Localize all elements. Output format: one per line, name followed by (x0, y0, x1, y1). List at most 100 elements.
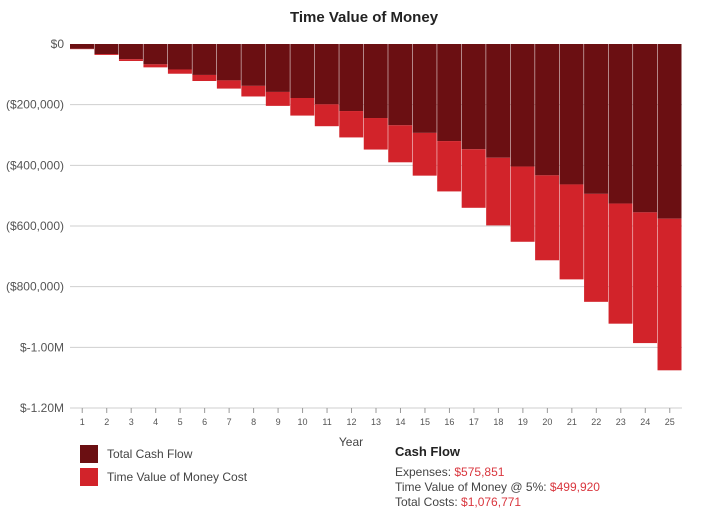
x-tick-label: 12 (347, 417, 357, 427)
cash-flow-summary: Cash Flow Expenses: $575,851 Time Value … (395, 444, 600, 510)
bar-total-cash-flow (143, 44, 168, 65)
bar-tvm-cost (657, 218, 682, 371)
bar-tvm-cost (510, 166, 535, 242)
bar-tvm-cost (437, 141, 462, 192)
bar-total-cash-flow (633, 44, 658, 213)
summary-expenses: Expenses: $575,851 (395, 465, 600, 480)
bar-total-cash-flow (559, 44, 584, 185)
bar-tvm-cost (265, 91, 290, 106)
legend-label: Time Value of Money Cost (107, 470, 248, 484)
summary-title: Cash Flow (395, 444, 461, 459)
summary-tvm: Time Value of Money @ 5%: $499,920 (395, 480, 600, 495)
y-tick-label: ($400,000) (6, 158, 64, 172)
legend-swatch-total-cash-flow (80, 445, 98, 463)
bar-tvm-cost (388, 125, 413, 163)
x-tick-label: 3 (129, 417, 134, 427)
expenses-value: $575,851 (454, 465, 505, 479)
x-tick-label: 24 (640, 417, 650, 427)
y-tick-label: ($200,000) (6, 98, 64, 112)
x-tick-label: 23 (616, 417, 626, 427)
bar-tvm-cost (486, 157, 511, 226)
x-tick-label: 10 (298, 417, 308, 427)
x-tick-label: 14 (395, 417, 405, 427)
x-tick-label: 13 (371, 417, 381, 427)
tvm-label: Time Value of Money @ 5%: (395, 480, 550, 494)
bar-total-cash-flow (363, 44, 388, 119)
x-tick-label: 9 (276, 417, 281, 427)
x-tick-label: 18 (493, 417, 503, 427)
x-tick-label: 19 (518, 417, 528, 427)
bar-total-cash-flow (535, 44, 560, 176)
x-tick-label: 25 (665, 417, 675, 427)
x-tick-label: 6 (202, 417, 207, 427)
x-tick-label: 15 (420, 417, 430, 427)
x-tick-label: 20 (542, 417, 552, 427)
legend-label: Total Cash Flow (107, 447, 193, 461)
bar-tvm-cost (314, 104, 339, 127)
bar-total-cash-flow (290, 44, 315, 98)
bar-total-cash-flow (437, 44, 462, 142)
legend-item-tvm-cost: Time Value of Money Cost (80, 467, 247, 487)
bar-tvm-cost (339, 111, 364, 138)
bar-total-cash-flow (412, 44, 437, 133)
y-tick-label: $-1.20M (20, 401, 64, 415)
bar-total-cash-flow (339, 44, 364, 112)
x-tick-label: 22 (591, 417, 601, 427)
chart-title: Time Value of Money (289, 9, 439, 26)
total-label: Total Costs: (395, 495, 462, 509)
bar-total-cash-flow (510, 44, 535, 167)
x-tick-label: 8 (251, 417, 256, 427)
x-tick-label: 4 (153, 417, 158, 427)
total-value: $1,076,771 (461, 495, 522, 509)
bar-total-cash-flow (608, 44, 633, 204)
summary-total: Total Costs: $1,076,771 (395, 495, 600, 510)
x-axis-label: Year (339, 435, 363, 449)
x-tick-label: 7 (227, 417, 232, 427)
bar-tvm-cost (94, 54, 119, 55)
bar-tvm-cost (584, 193, 609, 302)
bar-total-cash-flow (118, 44, 143, 60)
bar-tvm-cost (192, 74, 217, 82)
bar-total-cash-flow (388, 44, 413, 126)
x-tick-label: 2 (104, 417, 109, 427)
x-tick-label: 17 (469, 417, 479, 427)
y-tick-label: $-1.00M (20, 340, 64, 354)
bar-tvm-cost (633, 212, 658, 344)
bar-tvm-cost (143, 64, 168, 68)
bar-tvm-cost (290, 97, 315, 116)
x-tick-label: 1 (80, 417, 85, 427)
bar-tvm-cost (363, 118, 388, 150)
y-tick-label: ($800,000) (6, 280, 64, 294)
tvm-value: $499,920 (549, 480, 600, 494)
bar-total-cash-flow (70, 44, 94, 49)
bar-tvm-cost (559, 184, 584, 280)
bar-total-cash-flow (265, 44, 290, 92)
bar-total-cash-flow (486, 44, 511, 158)
legend: Total Cash Flow Time Value of Money Cost (80, 444, 247, 490)
bar-tvm-cost (118, 59, 143, 61)
expenses-label: Expenses: (395, 465, 455, 479)
legend-item-total-cash-flow: Total Cash Flow (80, 444, 247, 464)
bar-tvm-cost (167, 69, 192, 74)
bar-tvm-cost (461, 149, 486, 208)
bar-tvm-cost (241, 85, 266, 97)
x-tick-label: 5 (178, 417, 183, 427)
y-ticks: $0 ($200,000) ($400,000) ($600,000) ($800,00… (6, 37, 64, 415)
bar-total-cash-flow (241, 44, 266, 86)
bar-total-cash-flow (461, 44, 486, 150)
x-ticks: 1 2 3 4 5 6 7 8 9 10 11 12 13 14 15 16 17 18 19 20 21 22 23 24 2… (80, 408, 675, 427)
bar-tvm-cost (412, 132, 437, 176)
bar-total-cash-flow (216, 44, 241, 81)
bar-total-cash-flow (657, 44, 682, 219)
bar-total-cash-flow (94, 44, 119, 55)
x-tick-label: 16 (444, 417, 454, 427)
legend-swatch-tvm-cost (80, 468, 98, 486)
bar-total-cash-flow (192, 44, 217, 75)
bar-tvm-cost (216, 80, 241, 89)
y-tick-label: ($600,000) (6, 219, 64, 233)
bar-total-cash-flow (584, 44, 609, 194)
bars-layer (70, 44, 682, 371)
y-tick-label: $0 (51, 37, 65, 51)
x-tick-label: 11 (322, 417, 331, 427)
